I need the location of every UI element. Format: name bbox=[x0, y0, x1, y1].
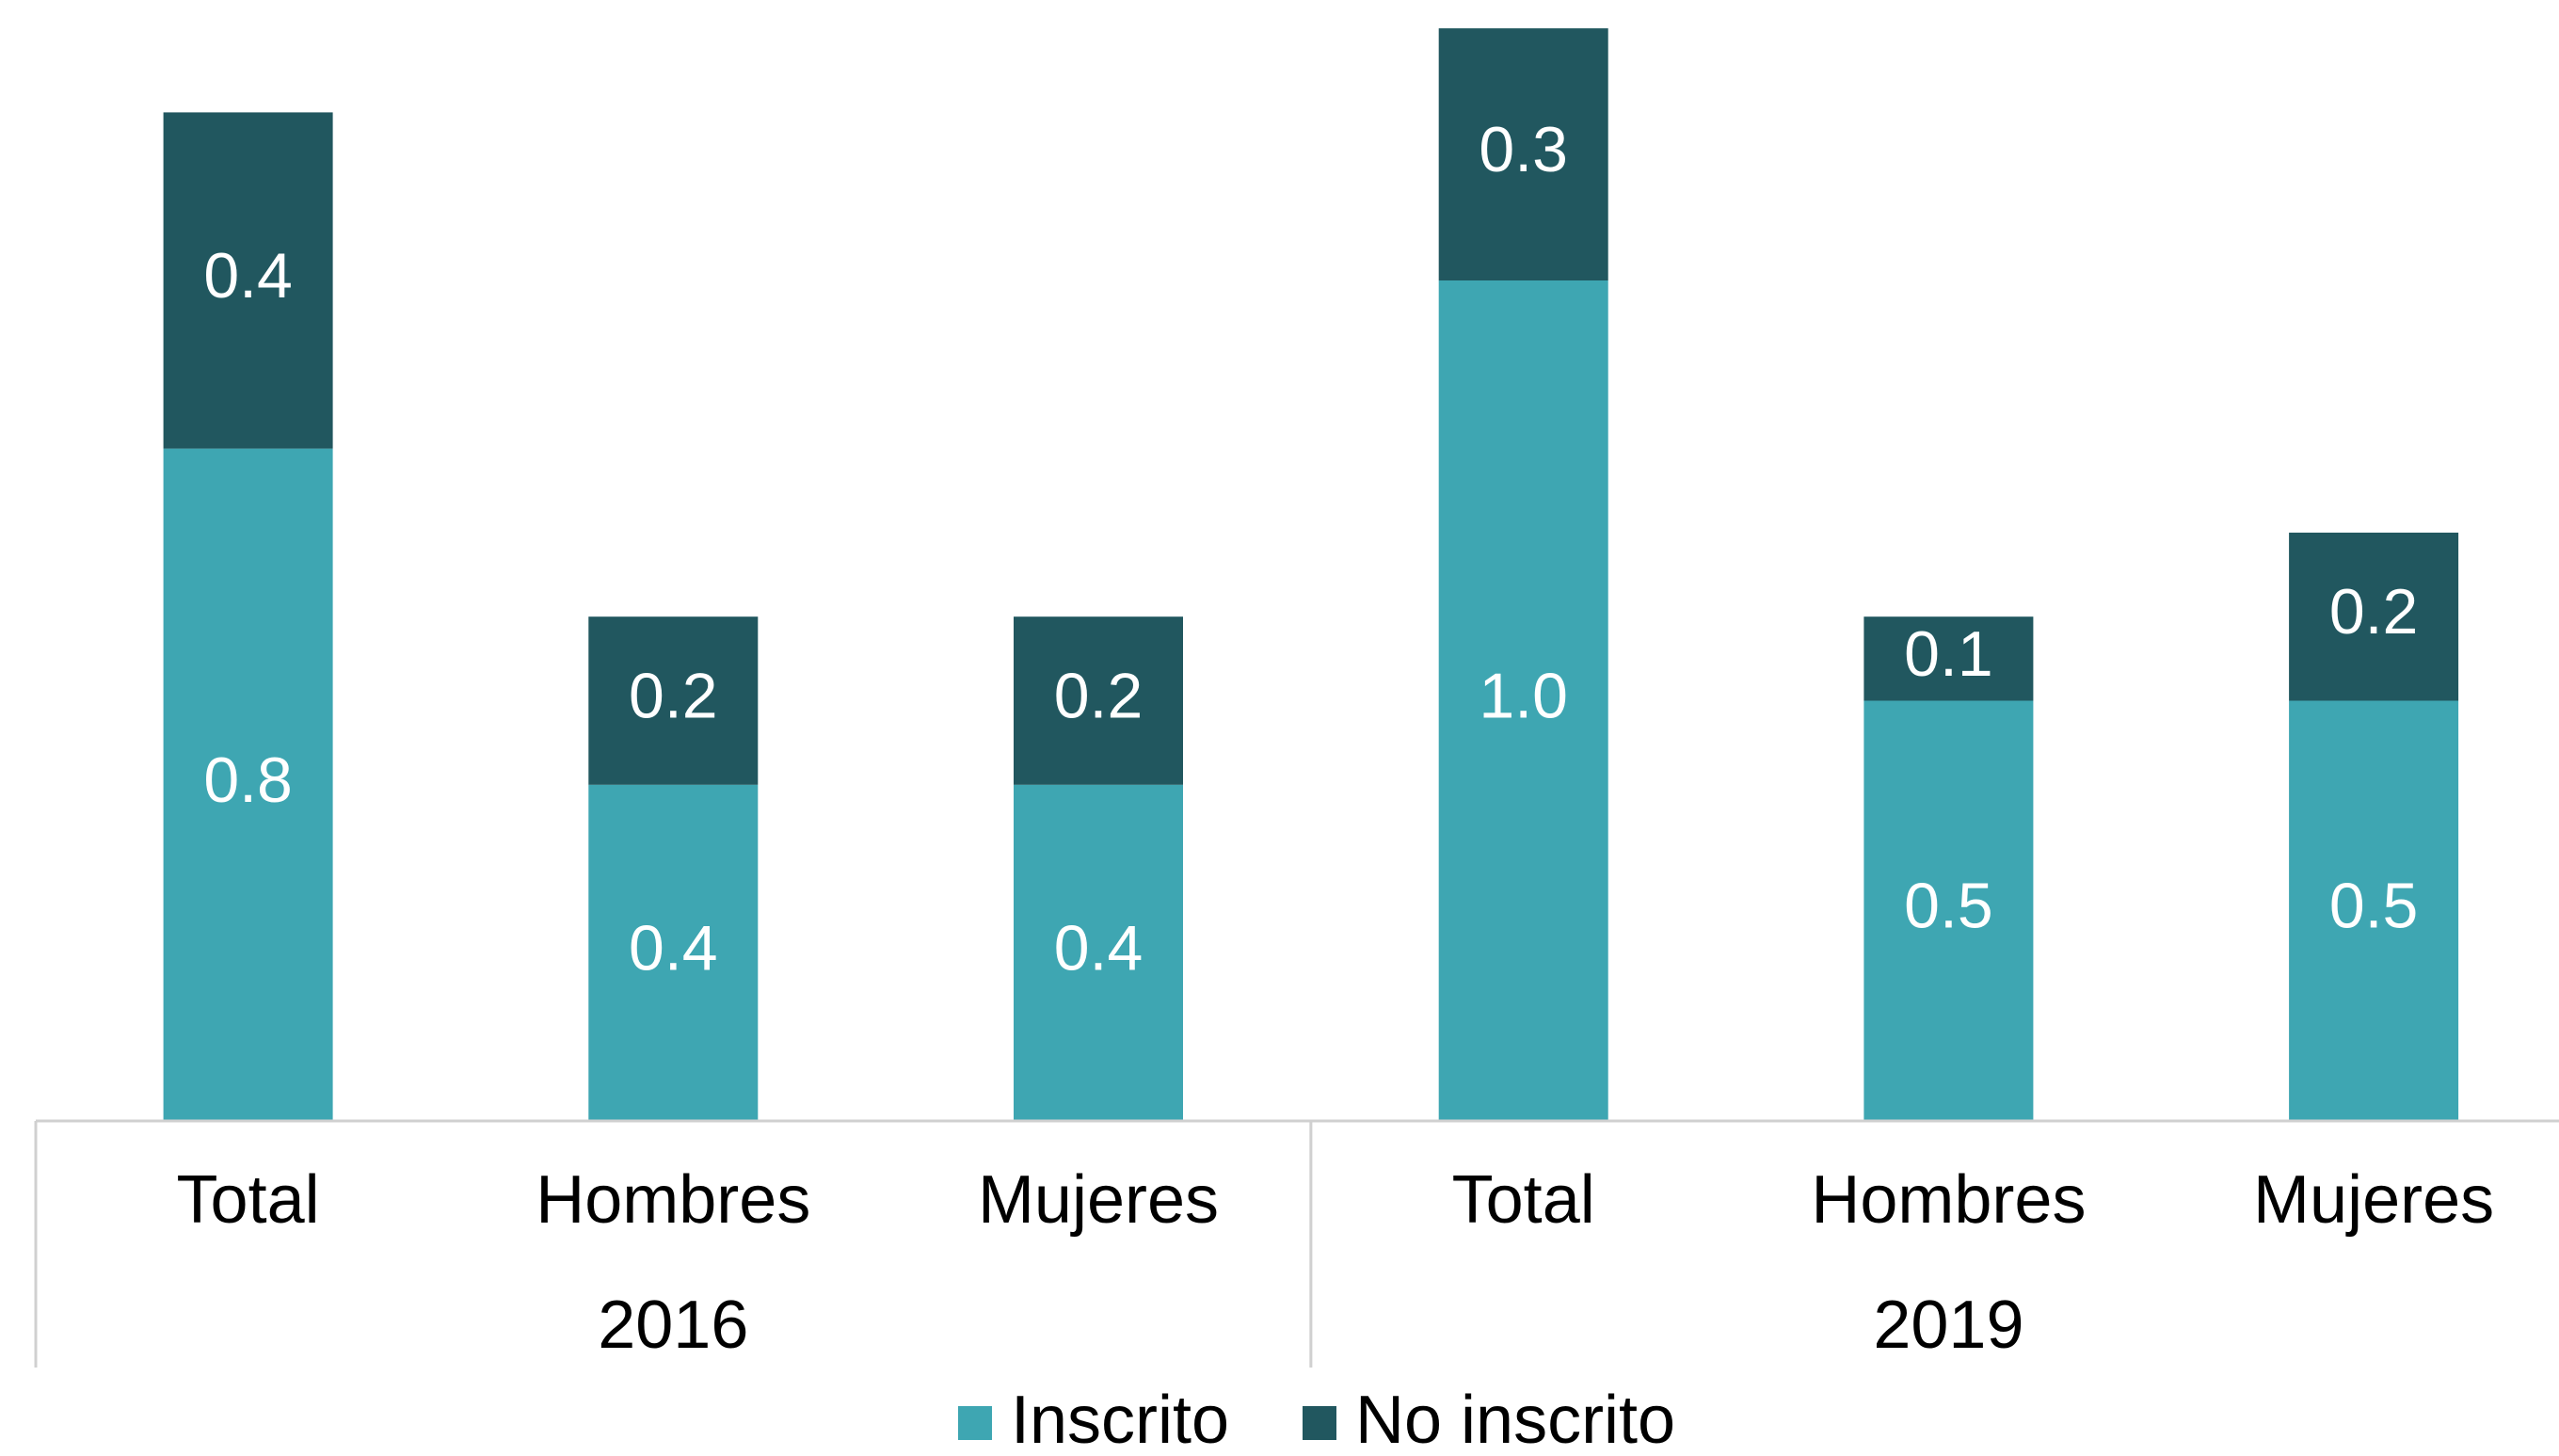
data-label: 0.4 bbox=[203, 240, 293, 312]
bar-segment bbox=[163, 112, 333, 449]
data-label: 0.4 bbox=[629, 912, 718, 984]
bar-segment bbox=[1014, 784, 1183, 1121]
bar-segment bbox=[1438, 280, 1608, 1121]
legend-label: Inscrito bbox=[1011, 1383, 1229, 1456]
bar-segment bbox=[1014, 616, 1183, 785]
bar-segment bbox=[588, 616, 759, 785]
legend-label: No inscrito bbox=[1355, 1383, 1675, 1456]
x-tick-label: Hombres bbox=[536, 1162, 810, 1238]
x-tick-label: Mujeres bbox=[978, 1162, 1219, 1238]
data-label: 0.2 bbox=[2329, 576, 2419, 648]
data-label: 0.2 bbox=[1054, 660, 1144, 731]
bar-segment bbox=[1863, 700, 2034, 1121]
data-label: 0.8 bbox=[203, 744, 293, 816]
bar-segment bbox=[1863, 616, 2034, 701]
bar-segment bbox=[1438, 28, 1608, 280]
x-tick-label: Total bbox=[1452, 1162, 1595, 1238]
bar-segment bbox=[2289, 532, 2459, 701]
group-label: 2016 bbox=[598, 1288, 748, 1363]
bar-segment bbox=[2289, 700, 2459, 1121]
data-label: 0.5 bbox=[1904, 871, 1993, 942]
data-label: 1.0 bbox=[1479, 660, 1568, 731]
bar-segment bbox=[163, 448, 333, 1122]
data-label: 0.2 bbox=[629, 660, 718, 731]
legend-swatch bbox=[958, 1406, 992, 1440]
data-label: 0.4 bbox=[1054, 912, 1144, 984]
x-tick-label: Total bbox=[177, 1162, 320, 1238]
group-label: 2019 bbox=[1873, 1288, 2023, 1363]
data-label: 0.1 bbox=[1904, 618, 1993, 690]
x-tick-label: Hombres bbox=[1811, 1162, 2086, 1238]
bar-segment bbox=[588, 784, 759, 1121]
data-label: 0.5 bbox=[2329, 871, 2419, 942]
legend-swatch bbox=[1303, 1406, 1336, 1440]
x-tick-label: Mujeres bbox=[2253, 1162, 2494, 1238]
data-label: 0.3 bbox=[1479, 114, 1568, 185]
